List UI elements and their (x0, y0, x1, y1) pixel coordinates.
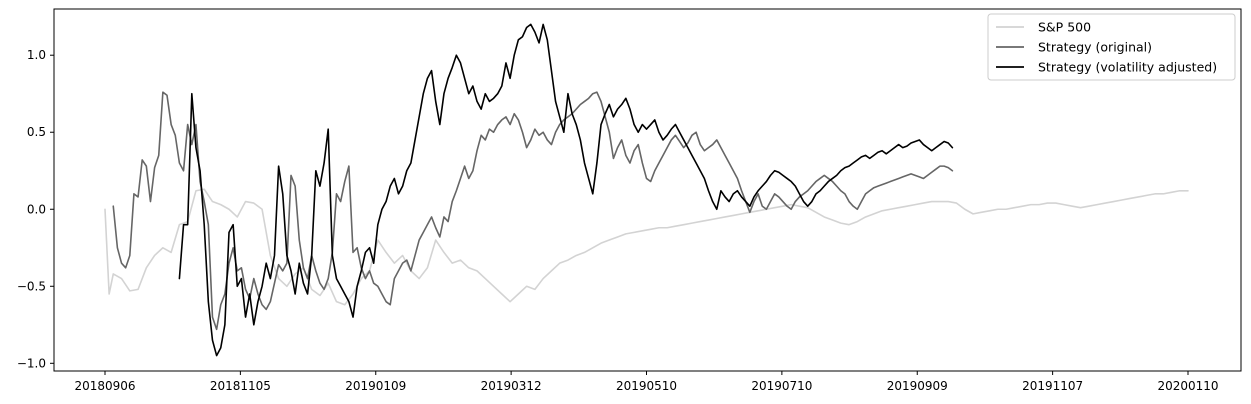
y-tick-label: 0.0 (27, 202, 46, 216)
y-tick-label: 1.0 (27, 48, 46, 62)
x-tick-label: 20200110 (1157, 379, 1218, 393)
y-tick-label: −1.0 (17, 356, 46, 370)
series-line-1 (104, 188, 1189, 306)
x-tick-label: 20190109 (345, 379, 406, 393)
legend-label: S&P 500 (1038, 20, 1091, 35)
y-axis: −1.0 −0.5 0.0 0.5 1.0 (17, 48, 54, 370)
x-tick-label: 20190510 (616, 379, 677, 393)
x-tick-label: 20191107 (1022, 379, 1083, 393)
x-tick-label: 20190312 (481, 379, 542, 393)
series-line-2 (112, 91, 954, 331)
legend-label: Strategy (original) (1038, 40, 1152, 55)
x-tick-label: 20190710 (751, 379, 812, 393)
series-line-3 (178, 23, 954, 357)
series-layer (104, 23, 1189, 357)
y-tick-label: 0.5 (27, 125, 46, 139)
x-tick-label: 20181105 (210, 379, 271, 393)
x-axis: 20180906 20181105 20190109 20190312 20190510… (74, 371, 1219, 393)
x-tick-label: 20190909 (887, 379, 948, 393)
legend-box (987, 13, 1236, 81)
legend-label: Strategy (volatility adjusted) (1038, 60, 1217, 75)
plot-frame (53, 8, 1242, 372)
x-tick-label: 20180906 (74, 379, 135, 393)
legend: S&P 500 Strategy (original) Strategy (vola… (987, 13, 1236, 81)
y-tick-label: −0.5 (17, 279, 46, 293)
